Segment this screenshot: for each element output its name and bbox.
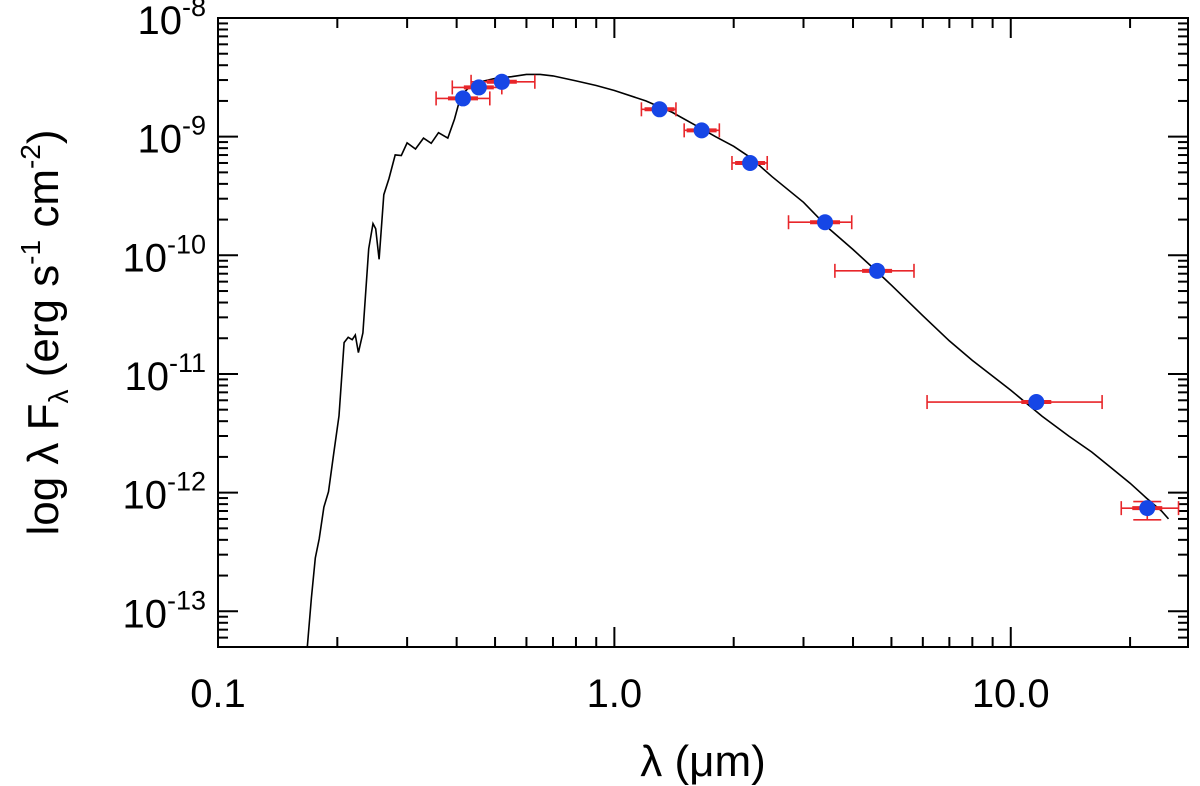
y-tick-exponent: -13 bbox=[167, 585, 206, 615]
x-tick-label: 10.0 bbox=[972, 672, 1050, 716]
y-tick-base: 10 bbox=[137, 118, 182, 162]
plot-frame bbox=[217, 17, 1189, 648]
data-point bbox=[1028, 394, 1045, 411]
data-point bbox=[651, 101, 668, 118]
y-tick-exponent: -12 bbox=[167, 467, 206, 497]
error-bars bbox=[435, 74, 1180, 521]
y-axis-title-unit-mid: cm bbox=[19, 169, 68, 240]
data-point bbox=[817, 214, 834, 231]
y-axis-title-exp1: -1 bbox=[15, 240, 46, 265]
data-point bbox=[454, 90, 471, 107]
data-point bbox=[493, 73, 510, 90]
y-axis-title-main: log λ F bbox=[19, 404, 68, 536]
data-point bbox=[1139, 500, 1156, 517]
data-point bbox=[693, 122, 710, 139]
y-axis-title-unit-open: (erg s bbox=[19, 265, 68, 390]
y-axis-title: log λ Fλ (erg s-1 cm-2) bbox=[15, 129, 74, 535]
y-tick-exponent: -10 bbox=[167, 229, 206, 259]
y-tick-label: 10-8 bbox=[137, 0, 206, 43]
model-sed-curve bbox=[306, 73, 1170, 648]
y-tick-label: 10-10 bbox=[122, 229, 206, 280]
model-curve-layer bbox=[306, 73, 1170, 648]
y-tick-base: 10 bbox=[124, 355, 169, 399]
tick-marks bbox=[217, 18, 1188, 648]
data-point bbox=[742, 154, 759, 171]
y-tick-exponent: -9 bbox=[182, 111, 206, 141]
data-point bbox=[470, 79, 487, 96]
y-tick-label: 10-11 bbox=[124, 348, 206, 399]
y-tick-base: 10 bbox=[122, 236, 167, 280]
x-tick-label: 1.0 bbox=[587, 672, 643, 716]
x-axis-title-symbol: λ bbox=[640, 737, 662, 786]
y-tick-exponent: -8 bbox=[182, 0, 206, 22]
y-tick-exponent: -11 bbox=[169, 348, 206, 378]
y-tick-label: 10-12 bbox=[122, 467, 206, 518]
y-axis-title-exp2: -2 bbox=[15, 144, 46, 169]
y-axis-title-unit-close: ) bbox=[19, 129, 68, 144]
data-points bbox=[454, 73, 1156, 517]
data-point bbox=[869, 262, 886, 279]
x-tick-label: 0.1 bbox=[190, 672, 246, 716]
y-tick-base: 10 bbox=[137, 0, 182, 43]
y-tick-label: 10-13 bbox=[122, 585, 206, 636]
y-tick-label: 10-9 bbox=[137, 111, 206, 162]
x-axis-title: λ (μm) bbox=[640, 737, 766, 786]
y-tick-base: 10 bbox=[122, 474, 167, 518]
y-tick-base: 10 bbox=[122, 592, 167, 636]
x-axis-title-unit: (μm) bbox=[662, 737, 766, 786]
y-axis-title-subscript: λ bbox=[43, 390, 74, 404]
